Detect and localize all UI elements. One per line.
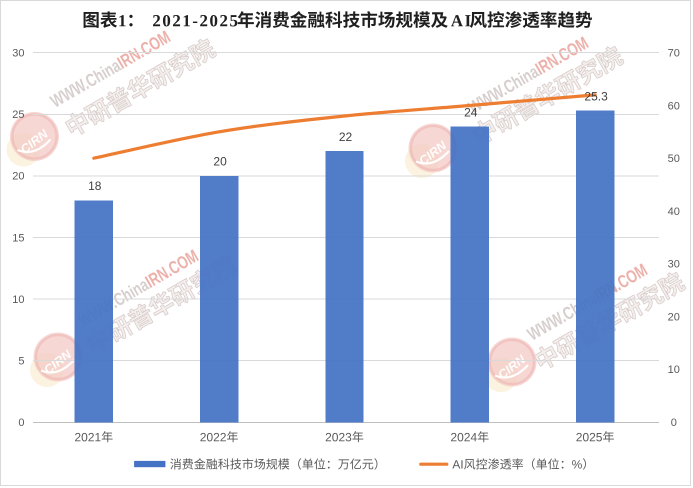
svg-text:10: 10 bbox=[12, 294, 24, 306]
svg-text:15: 15 bbox=[12, 232, 24, 244]
svg-text:24: 24 bbox=[464, 105, 478, 119]
svg-text:0: 0 bbox=[18, 417, 24, 429]
svg-text:70: 70 bbox=[668, 48, 680, 60]
svg-text:30: 30 bbox=[668, 259, 680, 271]
svg-text:18: 18 bbox=[88, 179, 102, 193]
svg-text:40: 40 bbox=[668, 206, 680, 218]
svg-text:5: 5 bbox=[18, 355, 24, 367]
svg-text:25.3: 25.3 bbox=[584, 89, 608, 103]
svg-text:22: 22 bbox=[339, 130, 353, 144]
svg-text:50: 50 bbox=[668, 153, 680, 165]
svg-text:60: 60 bbox=[668, 100, 680, 112]
svg-text:20: 20 bbox=[213, 155, 227, 169]
svg-text:25: 25 bbox=[12, 109, 24, 121]
svg-text:20: 20 bbox=[668, 311, 680, 323]
svg-text:10: 10 bbox=[668, 364, 680, 376]
svg-text:0: 0 bbox=[671, 417, 677, 429]
svg-text:30: 30 bbox=[12, 48, 24, 60]
svg-text:20: 20 bbox=[12, 171, 24, 183]
